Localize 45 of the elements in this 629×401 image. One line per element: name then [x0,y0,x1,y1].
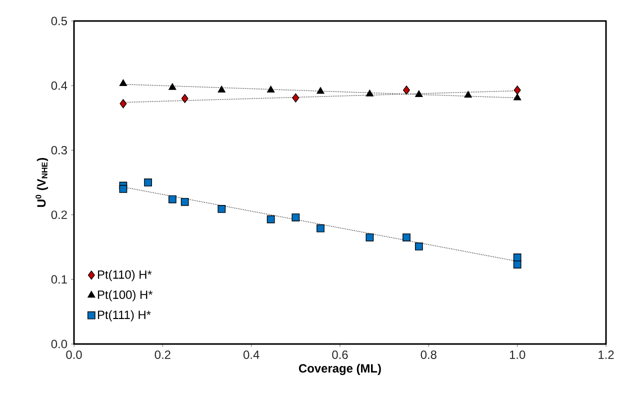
y-tick-label: 0.5 [51,16,67,26]
point [119,79,128,86]
point [316,224,324,232]
point [119,185,128,193]
x-axis-title: Coverage (ML) [298,364,381,376]
point [168,83,176,90]
point [513,254,522,262]
point [181,94,188,104]
y-tick-label: 0.2 [51,210,67,220]
x-tick-label: 1.2 [598,350,614,359]
point [120,99,127,108]
x-tick-label: 0.0 [66,350,82,359]
y-tick-label: 0.1 [51,275,67,284]
legend-label: Pt(110) H* [98,270,152,282]
x-tick-label: 0.2 [154,350,170,359]
point [144,178,152,186]
point [366,233,374,242]
point [180,198,189,206]
point [168,195,176,204]
x-tick-label: 1.0 [510,350,526,359]
point [403,86,410,95]
x-tick-label: 0.8 [420,350,436,359]
point [514,94,522,100]
y-axis-title: U$^{0}$ (V$_{NHE}$) [36,158,48,207]
y-tick-label: 0.0 [51,340,68,348]
legend-label: Pt(100) H* [98,290,153,302]
point [316,87,324,94]
point [292,93,300,102]
point [366,90,374,96]
point [415,90,423,97]
point [267,86,275,92]
point [292,213,300,222]
point [464,90,472,98]
legend-label: Pt(111) H* [98,310,151,322]
point [514,86,521,95]
point [513,260,522,268]
point [218,205,226,213]
x-tick-label: 0.4 [243,350,260,359]
point [218,86,226,92]
point [266,215,275,224]
y-tick-label: 0.3 [51,146,67,154]
x-tick-label: 0.6 [332,350,348,359]
y-tick-label: 0.4 [51,81,68,90]
point [414,242,423,250]
point [402,233,410,242]
